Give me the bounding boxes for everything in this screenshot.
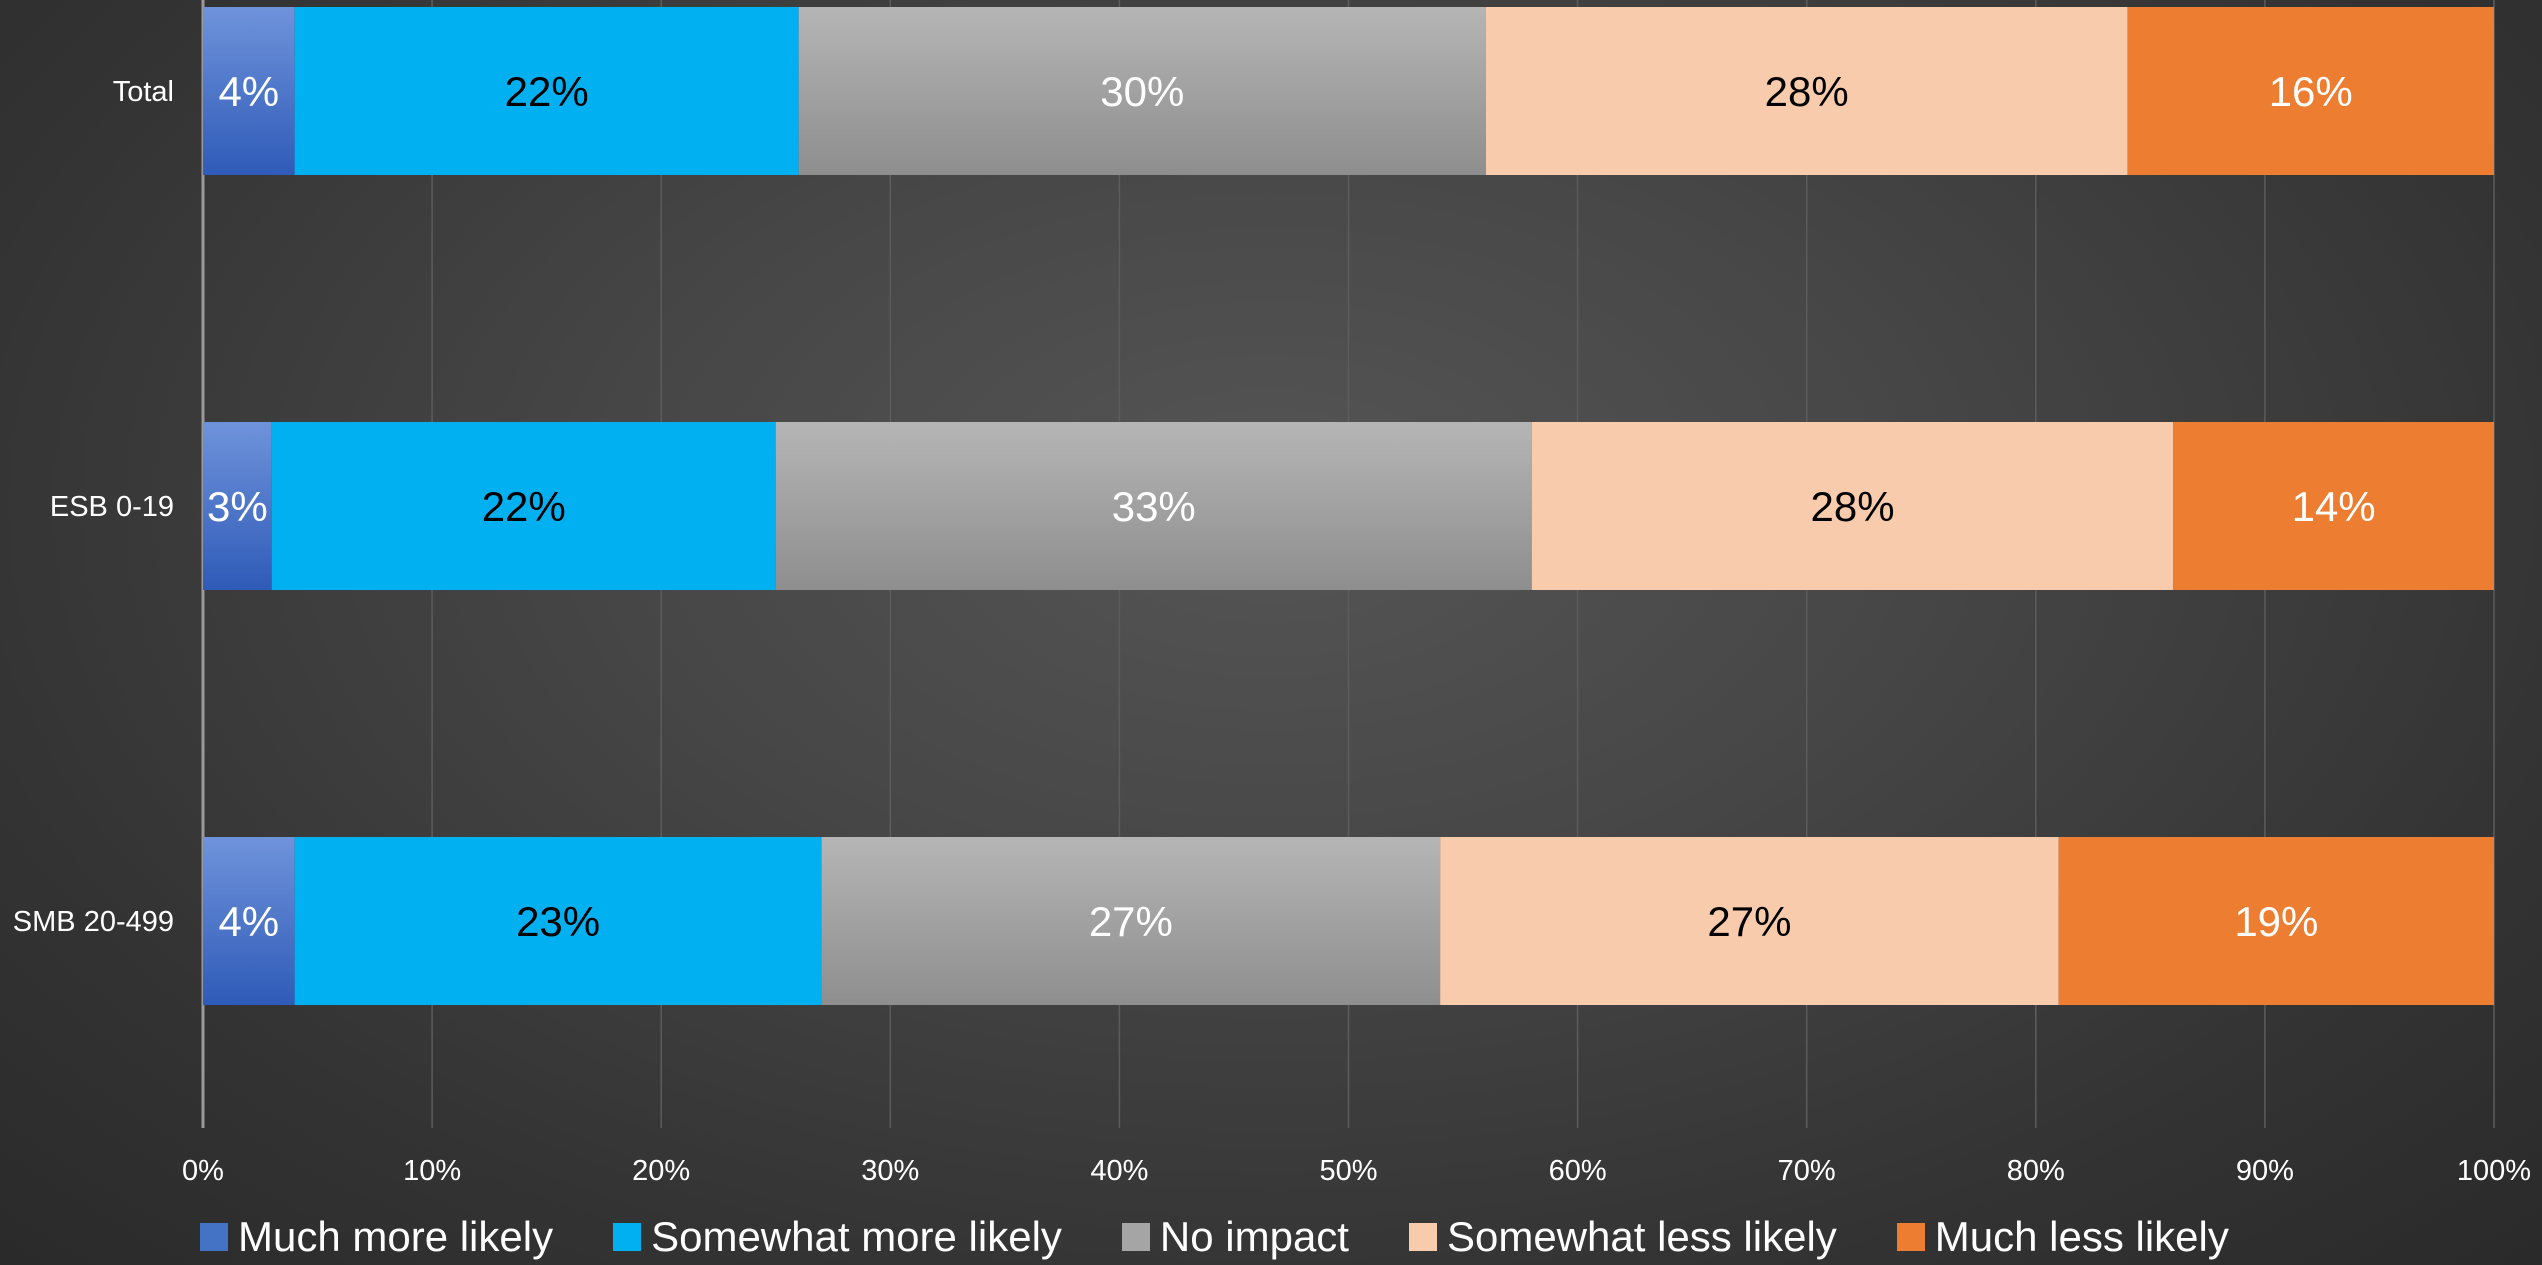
data-label: 23%	[516, 898, 600, 945]
legend-label: Much more likely	[238, 1212, 554, 1260]
category-label: Total	[113, 76, 174, 108]
x-tick-label: 90%	[2236, 1155, 2294, 1187]
legend-label: Somewhat less likely	[1446, 1212, 1837, 1260]
bar-segment	[798, 7, 1486, 175]
data-label: 19%	[2234, 898, 2318, 945]
x-tick-label: 50%	[1319, 1155, 1377, 1187]
legend-item: Much less likely	[1896, 1212, 2229, 1261]
bar-segment	[294, 7, 799, 175]
legend-item: Somewhat more likely	[613, 1213, 1062, 1261]
legend-swatch	[1896, 1222, 1925, 1251]
legend-item: Somewhat less likely	[1408, 1212, 1837, 1261]
x-tick-label: 0%	[182, 1155, 224, 1187]
bar-segment	[271, 422, 776, 590]
bar-segment	[203, 7, 295, 175]
data-label: 3%	[207, 483, 268, 530]
legend-swatch	[613, 1222, 642, 1251]
legend-swatch	[200, 1222, 228, 1251]
legend-swatch	[1121, 1222, 1150, 1251]
bar-segment	[2058, 837, 2494, 1005]
legend-swatch	[1408, 1222, 1437, 1251]
data-label: 28%	[1810, 483, 1894, 530]
bar-segment	[1531, 422, 2174, 590]
data-label: 4%	[218, 68, 279, 115]
data-label: 22%	[482, 483, 566, 530]
bar-segment	[1440, 837, 2059, 1005]
data-label: 33%	[1112, 483, 1196, 530]
x-tick-label: 100%	[2457, 1155, 2531, 1187]
chart-legend: Much more likely Somewhat more likely No i…	[200, 1208, 2229, 1265]
bar-segment	[203, 422, 272, 590]
x-tick-label: 80%	[2007, 1155, 2065, 1187]
category-label: ESB 0-19	[50, 491, 174, 523]
data-label: 27%	[1707, 898, 1791, 945]
data-label: 4%	[218, 898, 279, 945]
x-tick-label: 70%	[1778, 1155, 1836, 1187]
legend-item: Much more likely	[200, 1213, 553, 1261]
bar-segment	[2127, 7, 2494, 175]
x-tick-label: 40%	[1090, 1155, 1148, 1187]
data-label: 22%	[505, 68, 589, 115]
data-label: 16%	[2269, 68, 2353, 115]
legend-label: No impact	[1159, 1212, 1349, 1260]
x-tick-label: 30%	[861, 1155, 919, 1187]
data-label: 28%	[1765, 68, 1849, 115]
bar-segment	[775, 422, 1532, 590]
category-label: SMB 20-499	[13, 906, 174, 938]
bar-segment	[2173, 422, 2494, 590]
bar-segment	[1485, 7, 2128, 175]
data-label: 14%	[2292, 483, 2376, 530]
data-label: 30%	[1100, 68, 1184, 115]
data-label: 27%	[1089, 898, 1173, 945]
bar-segment	[821, 837, 1441, 1005]
bar-segment	[294, 837, 822, 1005]
x-tick-label: 60%	[1549, 1155, 1607, 1187]
x-tick-label: 20%	[632, 1155, 690, 1187]
legend-item: No impact	[1121, 1212, 1349, 1261]
legend-label: Somewhat more likely	[651, 1212, 1062, 1260]
stacked-bar-chart: 0% 10% 20% 30% 40% 50% 60% 70% 80% 90% 100% Total E…	[13, 0, 2531, 1187]
x-tick-label: 10%	[403, 1155, 461, 1187]
bar-segment	[203, 837, 295, 1005]
legend-label: Much less likely	[1934, 1212, 2229, 1260]
